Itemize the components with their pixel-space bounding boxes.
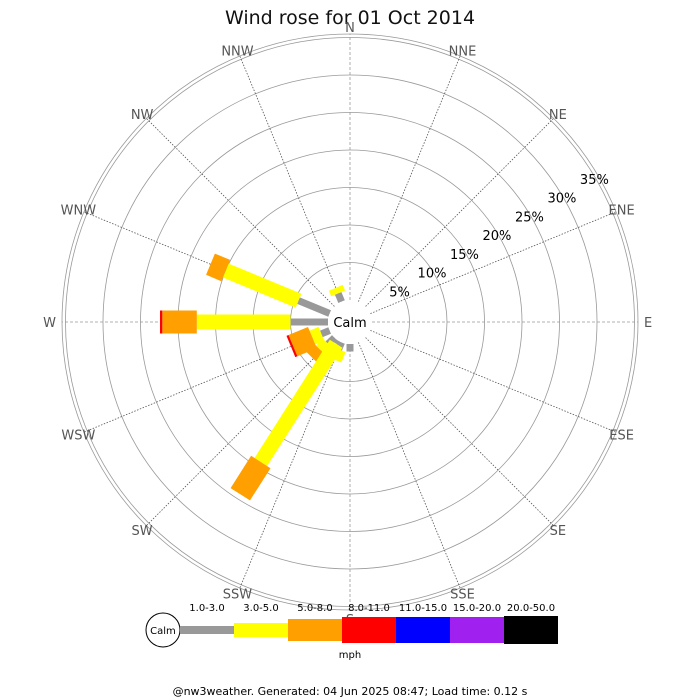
bar-wsw-3-bin-3 bbox=[286, 335, 298, 358]
direction-label-se: SE bbox=[550, 524, 566, 539]
spoke-nnw bbox=[239, 55, 342, 302]
bar-wnw-1-bin-1 bbox=[222, 263, 302, 308]
legend-swatch-1 bbox=[234, 623, 288, 637]
legend-swatch-6 bbox=[504, 616, 558, 644]
legend-label-1: 3.0-5.0 bbox=[243, 603, 278, 614]
legend-label-0: 1.0-3.0 bbox=[189, 603, 224, 614]
bar-w-2-bin-1 bbox=[196, 314, 291, 330]
spoke-wsw bbox=[83, 330, 330, 433]
legend-label-5: 15.0-20.0 bbox=[453, 603, 501, 614]
spoke-sse bbox=[358, 342, 461, 589]
legend-calm-label: Calm bbox=[150, 626, 176, 637]
percent-label-10: 10% bbox=[418, 267, 447, 282]
direction-label-ne: NE bbox=[549, 108, 567, 123]
bar-w-2-bin-0 bbox=[290, 318, 328, 326]
legend-label-3: 8.0-11.0 bbox=[348, 603, 390, 614]
percent-label-5: 5% bbox=[389, 285, 410, 300]
legend-swatch-4 bbox=[396, 617, 450, 643]
bar-nnw-0-bin-1 bbox=[328, 284, 346, 297]
direction-label-nnw: NNW bbox=[221, 44, 253, 59]
direction-label-sw: SW bbox=[132, 524, 153, 539]
direction-label-ese: ESE bbox=[609, 429, 634, 444]
calm-circle bbox=[328, 300, 372, 344]
calm-label: Calm bbox=[333, 316, 366, 331]
direction-label-e: E bbox=[644, 316, 652, 331]
legend-label-2: 5.0-8.0 bbox=[297, 603, 332, 614]
direction-label-wsw: WSW bbox=[61, 429, 95, 444]
spoke-se bbox=[365, 337, 554, 526]
direction-labels: NNNENEENEEESESESSESSSWSWWSWWWNWNWNNW bbox=[43, 21, 652, 628]
footer-text: @nw3weather. Generated: 04 Jun 2025 08:4… bbox=[173, 685, 528, 698]
spoke-nw bbox=[146, 118, 335, 307]
wind-bars bbox=[160, 253, 354, 501]
direction-label-n: N bbox=[345, 21, 355, 36]
spoke-ene bbox=[370, 211, 617, 314]
direction-label-ssw: SSW bbox=[223, 588, 253, 603]
percent-label-25: 25% bbox=[515, 210, 544, 225]
direction-label-nw: NW bbox=[131, 108, 154, 123]
spoke-ne bbox=[365, 118, 554, 307]
spoke-nne bbox=[358, 55, 461, 302]
percent-label-30: 30% bbox=[547, 192, 576, 207]
direction-label-nne: NNE bbox=[449, 44, 477, 59]
legend-label-6: 20.0-50.0 bbox=[507, 603, 555, 614]
bar-ssw-7-bin-2 bbox=[230, 455, 271, 501]
percent-label-35: 35% bbox=[580, 173, 609, 188]
bar-wsw-3-bin-0 bbox=[320, 327, 331, 338]
spoke-ese bbox=[370, 330, 617, 433]
bar-wsw-3-bin-1 bbox=[309, 326, 325, 345]
direction-label-ene: ENE bbox=[609, 203, 635, 218]
chart-title: Wind rose for 01 Oct 2014 bbox=[225, 7, 475, 29]
legend-swatch-5 bbox=[450, 617, 504, 643]
bar-wnw-1-bin-2 bbox=[206, 253, 231, 282]
percent-label-15: 15% bbox=[450, 248, 479, 263]
bar-ssw-7-bin-0 bbox=[333, 338, 342, 346]
percent-label-20: 20% bbox=[483, 229, 512, 244]
spoke-ssw bbox=[239, 342, 342, 589]
bar-s-6-bin-0 bbox=[346, 344, 354, 352]
spoke-wnw bbox=[83, 211, 330, 314]
bar-nnw-0-bin-0 bbox=[334, 292, 345, 303]
bar-ssw-7-bin-1 bbox=[254, 339, 343, 466]
direction-label-w: W bbox=[43, 316, 56, 331]
spoke-sw bbox=[146, 337, 335, 526]
percent-labels: 5% 10%15% 20%25%30% 35% bbox=[389, 173, 609, 301]
bar-wnw-1-bin-0 bbox=[297, 297, 331, 317]
legend-swatch-3 bbox=[342, 617, 396, 643]
legend-swatch-0 bbox=[180, 626, 234, 634]
bar-w-2-bin-3 bbox=[160, 310, 163, 334]
legend-label-4: 11.0-15.0 bbox=[399, 603, 447, 614]
speed-legend: Calm 1.0-3.0 3.0-5.0 5.0-8.0 8.0-11.0 11.0-15… bbox=[145, 603, 558, 661]
bar-w-2-bin-2 bbox=[162, 310, 197, 334]
legend-swatch-2 bbox=[288, 619, 342, 641]
direction-label-sse: SSE bbox=[450, 588, 475, 603]
direction-label-wnw: WNW bbox=[61, 203, 97, 218]
legend-units: mph bbox=[339, 650, 361, 661]
